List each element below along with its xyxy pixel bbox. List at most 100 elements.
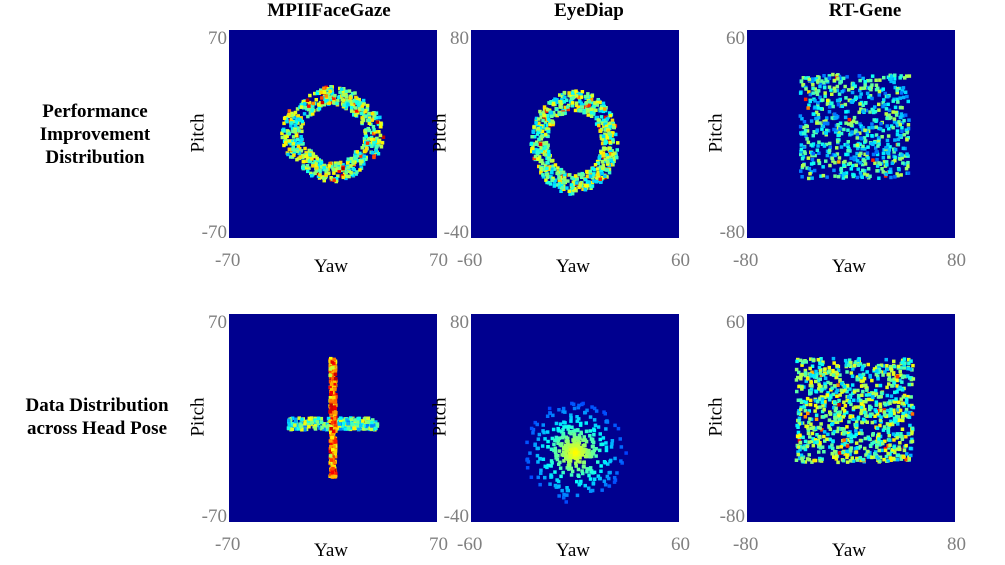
heat-cell xyxy=(286,426,291,430)
heat-cell xyxy=(879,122,883,126)
heat-cell xyxy=(875,169,879,173)
heat-cell xyxy=(374,139,378,143)
heat-cell xyxy=(585,95,590,99)
heat-cell xyxy=(827,85,832,89)
heat-cell xyxy=(883,448,888,453)
heat-cell xyxy=(852,363,857,368)
heat-cell xyxy=(846,363,851,367)
heat-cell xyxy=(892,438,896,442)
x-tick-left: -70 xyxy=(215,534,241,555)
heat-cell xyxy=(295,157,299,162)
heat-cell xyxy=(604,445,609,449)
heat-cell xyxy=(816,116,821,120)
heat-cell xyxy=(556,479,561,484)
heat-cell xyxy=(317,91,321,95)
heat-cell xyxy=(367,420,371,424)
heat-cell xyxy=(820,445,825,449)
heat-cell xyxy=(526,460,531,464)
heat-cell xyxy=(588,489,593,493)
heat-cell xyxy=(333,93,337,98)
heat-cell xyxy=(844,110,848,114)
column-title-rtgene: RT-Gene xyxy=(828,0,902,21)
heat-cell xyxy=(906,160,910,165)
heat-cell xyxy=(862,410,866,415)
heat-cell xyxy=(839,445,844,449)
heat-cell xyxy=(898,76,902,80)
heat-cell xyxy=(897,418,902,422)
heat-cell xyxy=(827,365,831,370)
heat-cell xyxy=(616,141,620,145)
heat-cell xyxy=(859,92,863,96)
heat-cell xyxy=(594,447,598,451)
heat-cell xyxy=(338,160,343,165)
heatmap-improvement-rtgene xyxy=(747,30,955,238)
heat-cell xyxy=(329,97,334,102)
heat-cell xyxy=(821,373,826,377)
heat-cell xyxy=(882,148,886,152)
heat-cell xyxy=(329,403,333,407)
heat-cell xyxy=(831,104,835,109)
heat-cell xyxy=(557,408,561,412)
heat-cell xyxy=(890,161,895,165)
heat-cell xyxy=(559,167,563,172)
heat-cell xyxy=(591,481,596,485)
heat-cell xyxy=(350,109,354,113)
heat-cell xyxy=(364,148,368,153)
heat-cell xyxy=(306,419,311,423)
heat-cell xyxy=(298,147,302,151)
heat-cell xyxy=(855,423,859,427)
heat-cell xyxy=(615,471,619,475)
heat-cell xyxy=(347,174,351,179)
heat-cell xyxy=(891,432,896,436)
heat-cell xyxy=(536,126,540,131)
heat-cell xyxy=(598,129,603,133)
heat-cell xyxy=(810,176,814,180)
heat-cell xyxy=(287,418,291,422)
heat-cell xyxy=(890,74,894,78)
heat-cell xyxy=(301,160,306,164)
heat-cell xyxy=(898,105,903,110)
heat-cell xyxy=(870,134,874,138)
heat-cell xyxy=(859,86,863,91)
heat-cell xyxy=(575,493,580,498)
heat-cell xyxy=(836,445,840,449)
heat-cell xyxy=(858,438,863,443)
heat-cell xyxy=(800,385,804,389)
heat-cell xyxy=(370,118,374,122)
heat-cell xyxy=(305,164,310,168)
heat-cell xyxy=(553,470,557,474)
heat-cell xyxy=(608,140,612,145)
heat-cell xyxy=(856,363,861,367)
heat-cell xyxy=(341,166,345,171)
heat-cell xyxy=(550,178,554,182)
heat-cell xyxy=(835,420,840,424)
heat-cell xyxy=(310,157,314,161)
heat-cell xyxy=(533,442,537,446)
heat-cell xyxy=(599,104,604,109)
heat-cell xyxy=(809,422,813,426)
heat-cell xyxy=(812,374,816,378)
heat-cell xyxy=(307,104,311,109)
heat-cell xyxy=(903,76,907,80)
heat-cell xyxy=(560,112,565,116)
heat-cell xyxy=(806,411,810,416)
heat-cell xyxy=(803,128,808,133)
heat-cell xyxy=(320,100,325,105)
heat-cell xyxy=(568,100,573,104)
heat-cell xyxy=(585,467,589,471)
heat-cell xyxy=(814,390,819,394)
heat-cell xyxy=(543,168,548,173)
heat-cell xyxy=(597,123,601,128)
heat-cell xyxy=(867,393,871,397)
heat-cell xyxy=(817,384,822,388)
heat-cell xyxy=(811,425,815,430)
heat-cell xyxy=(525,458,529,462)
heat-cell xyxy=(828,427,833,431)
heat-cell xyxy=(328,359,333,364)
heat-cell xyxy=(827,418,832,422)
heat-cell xyxy=(816,76,821,80)
heat-cell xyxy=(611,138,615,143)
heat-cell xyxy=(329,356,333,361)
heat-cell xyxy=(562,95,567,99)
heat-cell xyxy=(831,392,835,397)
